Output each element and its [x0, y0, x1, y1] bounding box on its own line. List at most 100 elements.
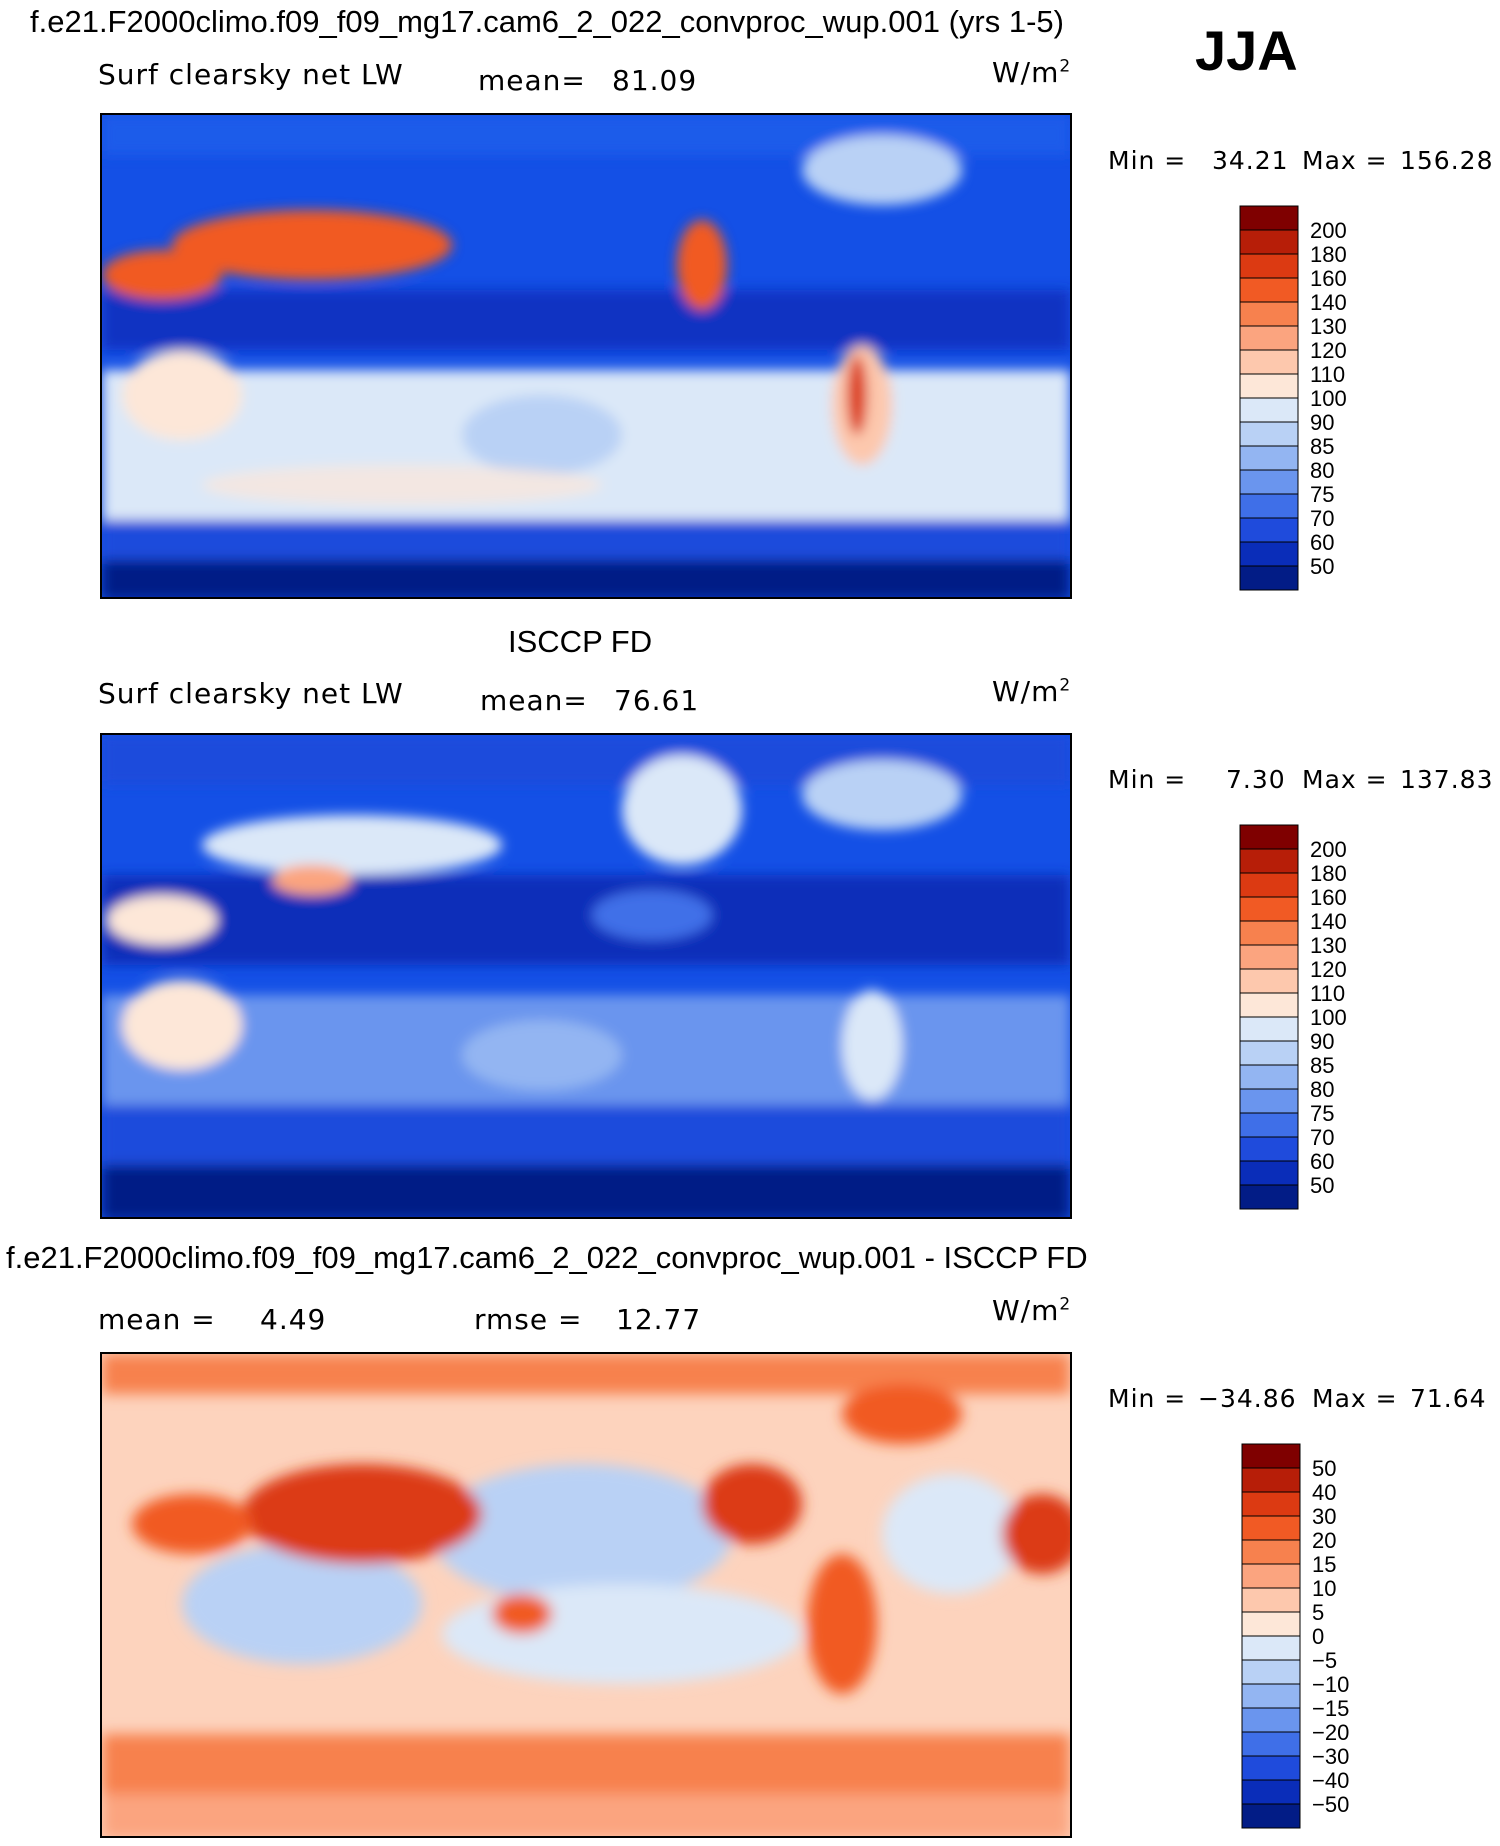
colorbar-box [1241, 1563, 1301, 1589]
colorbar-box [1239, 920, 1299, 946]
colorbar-level-label: 140 [1310, 290, 1347, 315]
colorbar-level-label: 60 [1310, 530, 1334, 555]
panel1-min-label: Min = [1108, 146, 1187, 175]
panel2-units: W/m2 [992, 675, 1072, 708]
colorbar-box [1239, 277, 1299, 303]
colorbar-box [1241, 1611, 1301, 1637]
colorbar-level-label: 80 [1310, 1077, 1334, 1102]
colorbar-box [1239, 397, 1299, 423]
colorbar-level-label: 100 [1310, 386, 1347, 411]
colorbar-level-label: 160 [1310, 266, 1347, 291]
colorbar-level-label: 130 [1310, 314, 1347, 339]
colorbar-level-label: 110 [1310, 981, 1345, 1006]
colorbar-level-label: −15 [1312, 1696, 1349, 1721]
colorbar-level-label: 30 [1312, 1504, 1336, 1529]
colorbar-box [1239, 1064, 1299, 1090]
colorbar-box [1239, 325, 1299, 351]
colorbar-level-label: 10 [1312, 1576, 1336, 1601]
panel1-variable: Surf clearsky net LW [98, 58, 404, 91]
panel3-rmse-label: rmse = [474, 1303, 583, 1336]
panel3-min-value: −34.86 [1198, 1384, 1297, 1413]
colorbar-level-label: 50 [1310, 1173, 1334, 1198]
colorbar-box [1239, 944, 1299, 970]
colorbar-box [1239, 824, 1299, 850]
colorbar-level-label: 200 [1310, 837, 1347, 862]
panel2-map-field [102, 735, 1070, 1217]
panel3-map [100, 1352, 1072, 1838]
panel1-mean-label: mean= [478, 64, 586, 97]
colorbar-box [1239, 565, 1299, 591]
panel3-rmse-value: 12.77 [616, 1303, 702, 1336]
panel3-mean-label: mean = [98, 1303, 216, 1336]
colorbar-box [1241, 1707, 1301, 1733]
colorbar-level-label: 130 [1310, 933, 1347, 958]
colorbar-box [1241, 1731, 1301, 1757]
colorbar-box [1239, 896, 1299, 922]
panel3-mean-value: 4.49 [260, 1303, 327, 1336]
colorbar-level-label: −30 [1312, 1744, 1349, 1769]
colorbar-level-label: −50 [1312, 1792, 1349, 1817]
colorbar-level-label: 20 [1312, 1528, 1336, 1553]
colorbar-level-label: 120 [1310, 338, 1347, 363]
panel2-max-label: Max = [1302, 765, 1388, 794]
colorbar-level-label: 90 [1310, 1029, 1334, 1054]
panel2-min-value: 7.30 [1226, 765, 1286, 794]
colorbar-level-label: −20 [1312, 1720, 1349, 1745]
colorbar-level-label: 110 [1310, 362, 1345, 387]
colorbar-box [1239, 968, 1299, 994]
colorbar-box [1241, 1683, 1301, 1709]
colorbar-level-label: 140 [1310, 909, 1347, 934]
colorbar-box [1239, 1136, 1299, 1162]
colorbar-box [1239, 205, 1299, 231]
panel1-min-value: 34.21 [1212, 146, 1289, 175]
colorbar-box [1239, 1112, 1299, 1138]
colorbar-level-label: 180 [1310, 861, 1347, 886]
colorbar-box [1241, 1443, 1301, 1469]
colorbar-box [1239, 469, 1299, 495]
colorbar-box [1239, 421, 1299, 447]
colorbar-level-label: 200 [1310, 218, 1347, 243]
panel1-title: f.e21.F2000climo.f09_f09_mg17.cam6_2_022… [30, 4, 1064, 39]
colorbar-level-label: 160 [1310, 885, 1347, 910]
panel2-map [100, 733, 1072, 1219]
colorbar-level-label: 70 [1310, 1125, 1334, 1150]
panel2-variable: Surf clearsky net LW [98, 677, 404, 710]
colorbar-box [1239, 1088, 1299, 1114]
colorbar-box [1239, 1184, 1299, 1210]
panel3-units: W/m2 [992, 1294, 1072, 1327]
colorbar-box [1239, 301, 1299, 327]
colorbar-box [1241, 1539, 1301, 1565]
colorbar-box [1239, 541, 1299, 567]
colorbar-box [1239, 992, 1299, 1018]
colorbar-box [1239, 1016, 1299, 1042]
colorbar-box [1239, 848, 1299, 874]
colorbar-box [1239, 253, 1299, 279]
colorbar-level-label: −10 [1312, 1672, 1349, 1697]
colorbar-level-label: 80 [1310, 458, 1334, 483]
colorbar-box [1241, 1803, 1301, 1829]
colorbar-level-label: 75 [1310, 482, 1334, 507]
colorbar-level-label: 60 [1310, 1149, 1334, 1174]
colorbar-box [1241, 1755, 1301, 1781]
colorbar-box [1241, 1467, 1301, 1493]
colorbar-box [1239, 349, 1299, 375]
colorbar-box [1241, 1515, 1301, 1541]
colorbar-box [1241, 1659, 1301, 1685]
colorbar-level-label: −5 [1312, 1648, 1337, 1673]
colorbar-level-label: 0 [1312, 1624, 1324, 1649]
colorbar-level-label: 5 [1312, 1600, 1324, 1625]
colorbar-level-label: 40 [1312, 1480, 1336, 1505]
panel3-title: f.e21.F2000climo.f09_f09_mg17.cam6_2_022… [6, 1240, 1088, 1275]
panel1-max-value: 156.28 [1400, 146, 1494, 175]
colorbar-box [1239, 445, 1299, 471]
panel1-units: W/m2 [992, 56, 1072, 89]
panel2-min-label: Min = [1108, 765, 1187, 794]
panel1-max-label: Max = [1302, 146, 1388, 175]
panel3-max-label: Max = [1312, 1384, 1398, 1413]
colorbar-level-label: −40 [1312, 1768, 1349, 1793]
colorbar-level-label: 15 [1312, 1552, 1336, 1577]
colorbar-box [1239, 1040, 1299, 1066]
panel2-max-value: 137.83 [1400, 765, 1494, 794]
colorbar-box [1239, 229, 1299, 255]
